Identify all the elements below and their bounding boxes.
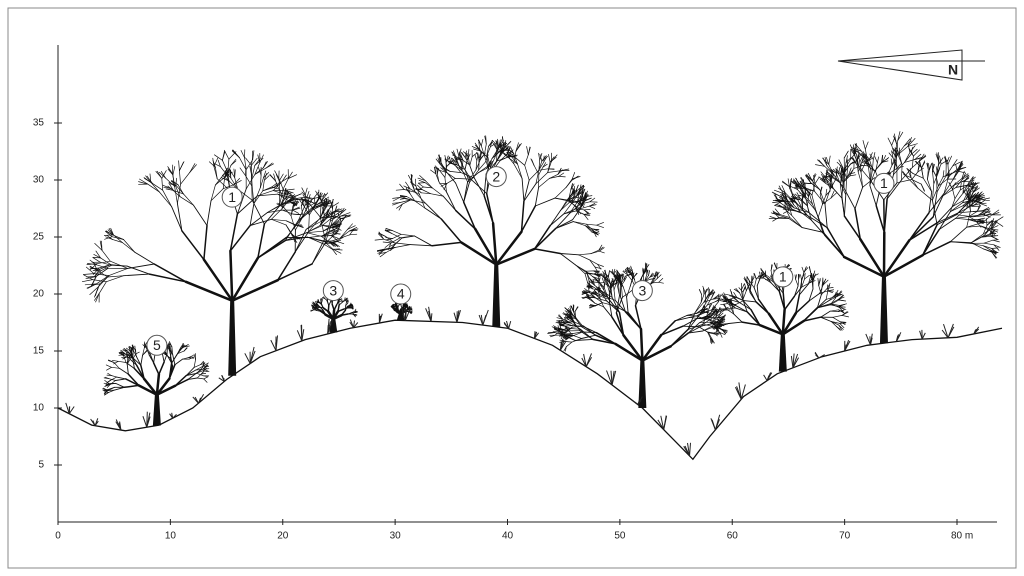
shrub: [870, 336, 871, 345]
branch: [593, 229, 599, 230]
branch: [839, 307, 845, 308]
north-label: N: [948, 62, 958, 78]
branch: [641, 329, 642, 361]
frame: [8, 8, 1016, 568]
branch: [415, 179, 416, 186]
tree-label: 3: [329, 282, 337, 298]
branch: [328, 306, 329, 312]
branch: [884, 200, 885, 233]
x-tick-label: 80 m: [951, 531, 973, 542]
y-tick-label: 20: [33, 289, 45, 300]
branch: [351, 306, 353, 307]
branch: [418, 183, 425, 184]
branch: [407, 305, 408, 306]
branch: [204, 369, 209, 370]
x-tick-label: 70: [839, 531, 851, 542]
y-tick-label: 15: [33, 346, 45, 357]
x-tick-label: 40: [502, 531, 514, 542]
branch: [127, 352, 128, 357]
x-tick-label: 30: [390, 531, 402, 542]
y-tick-label: 35: [33, 118, 45, 129]
branch: [315, 301, 316, 304]
branch: [559, 176, 566, 177]
y-tick-label: 30: [33, 175, 45, 186]
branch: [396, 305, 397, 306]
branch: [798, 279, 799, 286]
tree-label: 2: [492, 168, 500, 184]
shrub: [328, 325, 329, 334]
y-tick-label: 5: [38, 460, 44, 471]
tree-label: 4: [397, 286, 405, 302]
branch: [352, 314, 355, 315]
branch: [411, 312, 412, 313]
tree-label: 1: [880, 175, 888, 191]
y-tick-label: 10: [33, 403, 45, 414]
branch: [568, 335, 574, 336]
tree-label: 3: [638, 282, 646, 298]
x-tick-label: 50: [614, 531, 626, 542]
branch: [711, 339, 712, 344]
branch: [606, 274, 607, 280]
x-tick-label: 10: [165, 531, 177, 542]
tree-label: 1: [228, 189, 236, 205]
branch: [409, 306, 410, 307]
x-tick-label: 20: [277, 531, 289, 542]
x-tick-label: 0: [55, 531, 61, 542]
x-tick-label: 60: [727, 531, 739, 542]
branch: [497, 140, 498, 147]
branch: [805, 183, 811, 184]
branch: [700, 322, 710, 323]
y-tick-label: 25: [33, 232, 45, 243]
diagram: N 0 10 20 30 40 50 60 70 80 m 5 10 15 20 25 30 35 5 1 3 4 2 3…: [0, 0, 1024, 576]
tree-label: 5: [153, 337, 161, 353]
tree-label: 1: [779, 269, 787, 285]
